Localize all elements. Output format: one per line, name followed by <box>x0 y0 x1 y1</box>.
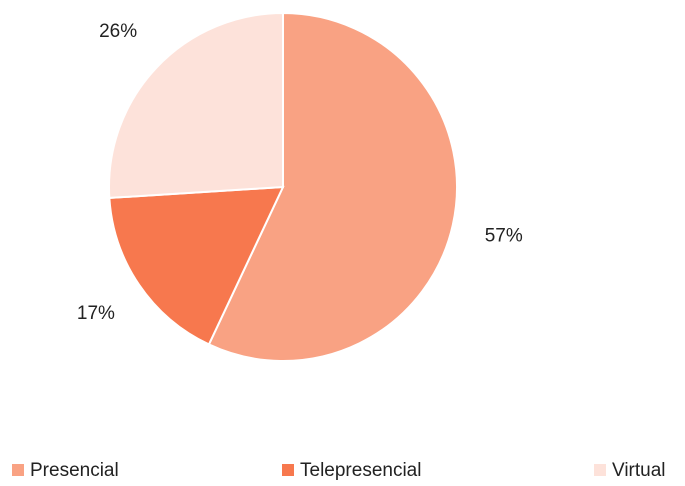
legend-label: Virtual <box>612 460 666 481</box>
legend-label: Telepresencial <box>300 460 421 481</box>
data-label: 17% <box>77 303 115 324</box>
legend-swatch <box>12 464 24 476</box>
pie-slice <box>108 11 284 199</box>
legend-label: Presencial <box>30 460 119 481</box>
pie-slice <box>108 185 285 346</box>
data-label: 57% <box>485 225 523 246</box>
legend-swatch <box>282 464 294 476</box>
legend-swatch <box>594 464 606 476</box>
pie-slice <box>207 11 458 362</box>
data-label: 26% <box>99 21 137 42</box>
